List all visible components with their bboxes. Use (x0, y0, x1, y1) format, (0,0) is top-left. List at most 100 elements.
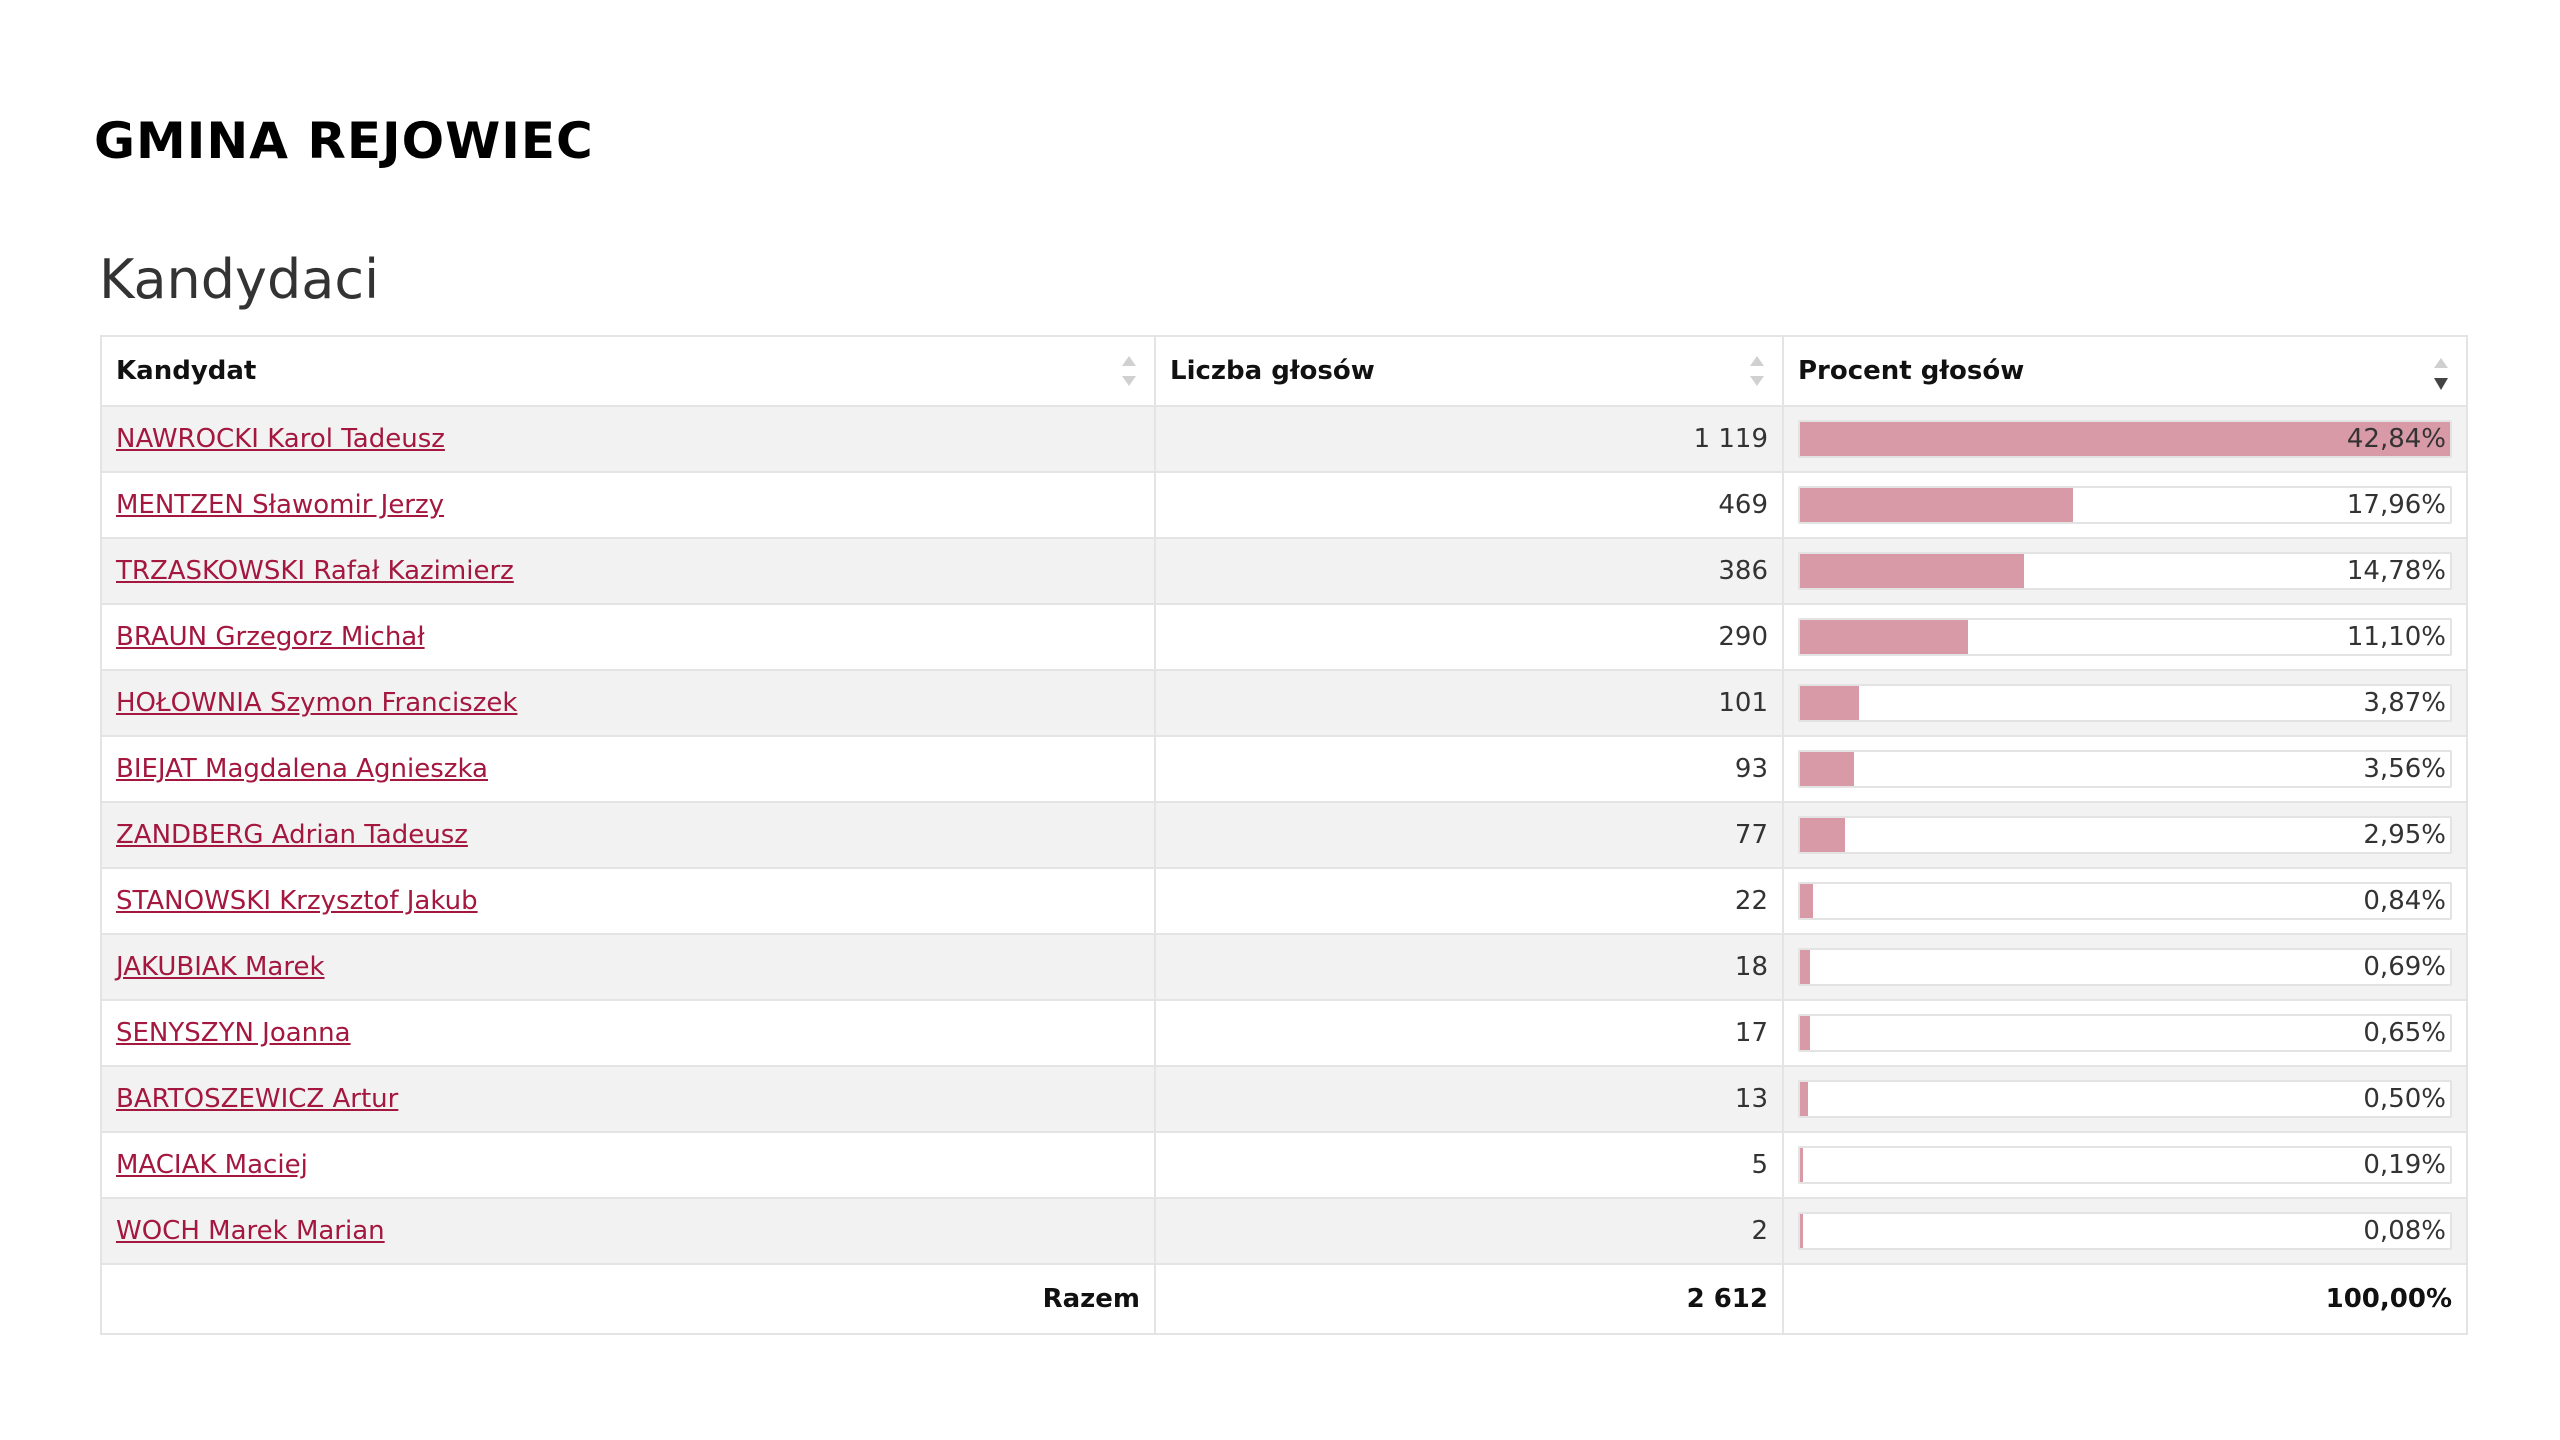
percent-bar-fill (1800, 1082, 1808, 1116)
percent-bar: 0,19% (1798, 1146, 2452, 1184)
percent-label: 3,87% (2363, 688, 2446, 718)
table-row: BIEJAT Magdalena Agnieszka 93 3,56% (100, 735, 2468, 803)
percent-bar: 2,95% (1798, 816, 2452, 854)
candidate-link[interactable]: JAKUBIAK Marek (116, 952, 325, 982)
percent-cell: 17,96% (1782, 471, 2468, 539)
votes-cell: 5 (1154, 1131, 1784, 1199)
percent-label: 0,08% (2363, 1216, 2446, 1246)
column-header-votes[interactable]: Liczba głosów (1154, 335, 1784, 407)
candidates-table: Kandydat Liczba głosów Procent głosów NA… (100, 335, 2468, 1335)
total-row: Razem 2 612 100,00% (100, 1263, 2468, 1335)
table-row: STANOWSKI Krzysztof Jakub 22 0,84% (100, 867, 2468, 935)
table-row: HOŁOWNIA Szymon Franciszek 101 3,87% (100, 669, 2468, 737)
percent-cell: 14,78% (1782, 537, 2468, 605)
percent-bar-fill (1800, 818, 1845, 852)
candidate-cell: TRZASKOWSKI Rafał Kazimierz (100, 537, 1156, 605)
percent-bar: 11,10% (1798, 618, 2452, 656)
percent-bar-fill (1800, 752, 1854, 786)
sort-icon (1122, 356, 1136, 386)
candidate-link[interactable]: STANOWSKI Krzysztof Jakub (116, 886, 478, 916)
votes-cell: 469 (1154, 471, 1784, 539)
percent-bar-fill (1800, 488, 2073, 522)
percent-cell: 0,50% (1782, 1065, 2468, 1133)
candidate-link[interactable]: MACIAK Maciej (116, 1150, 308, 1180)
candidate-link[interactable]: BIEJAT Magdalena Agnieszka (116, 754, 488, 784)
candidate-link[interactable]: NAWROCKI Karol Tadeusz (116, 424, 445, 454)
column-header-candidate[interactable]: Kandydat (100, 335, 1156, 407)
table-row: SENYSZYN Joanna 17 0,65% (100, 999, 2468, 1067)
percent-bar: 17,96% (1798, 486, 2452, 524)
candidate-cell: MENTZEN Sławomir Jerzy (100, 471, 1156, 539)
votes-cell: 13 (1154, 1065, 1784, 1133)
page-title: GMINA REJOWIEC (94, 112, 594, 170)
table-body: NAWROCKI Karol Tadeusz 1 119 42,84% MENTZEN… (100, 405, 2468, 1265)
votes-cell: 18 (1154, 933, 1784, 1001)
section-title: Kandydaci (99, 248, 380, 311)
percent-bar: 0,69% (1798, 948, 2452, 986)
votes-cell: 1 119 (1154, 405, 1784, 473)
votes-cell: 77 (1154, 801, 1784, 869)
column-header-votes-label: Liczba głosów (1170, 356, 1375, 386)
column-header-percent[interactable]: Procent głosów (1782, 335, 2468, 407)
percent-cell: 3,56% (1782, 735, 2468, 803)
candidate-cell: HOŁOWNIA Szymon Franciszek (100, 669, 1156, 737)
candidate-cell: JAKUBIAK Marek (100, 933, 1156, 1001)
votes-cell: 386 (1154, 537, 1784, 605)
percent-bar: 3,56% (1798, 750, 2452, 788)
candidate-link[interactable]: WOCH Marek Marian (116, 1216, 385, 1246)
candidate-link[interactable]: MENTZEN Sławomir Jerzy (116, 490, 445, 520)
total-percent: 100,00% (1782, 1263, 2468, 1335)
percent-bar: 42,84% (1798, 420, 2452, 458)
percent-label: 11,10% (2346, 622, 2446, 652)
sort-descending-icon (2434, 356, 2448, 390)
percent-bar: 14,78% (1798, 552, 2452, 590)
votes-cell: 290 (1154, 603, 1784, 671)
candidate-cell: SENYSZYN Joanna (100, 999, 1156, 1067)
table-header: Kandydat Liczba głosów Procent głosów (100, 335, 2468, 407)
candidate-link[interactable]: BRAUN Grzegorz Michał (116, 622, 425, 652)
percent-cell: 0,08% (1782, 1197, 2468, 1265)
candidate-link[interactable]: HOŁOWNIA Szymon Franciszek (116, 688, 518, 718)
votes-cell: 17 (1154, 999, 1784, 1067)
percent-bar: 0,08% (1798, 1212, 2452, 1250)
candidate-cell: MACIAK Maciej (100, 1131, 1156, 1199)
percent-bar-fill (1800, 620, 1969, 654)
percent-bar-fill (1800, 686, 1859, 720)
candidate-cell: NAWROCKI Karol Tadeusz (100, 405, 1156, 473)
percent-bar-fill (1800, 1016, 1810, 1050)
candidate-link[interactable]: BARTOSZEWICZ Artur (116, 1084, 399, 1114)
percent-cell: 0,19% (1782, 1131, 2468, 1199)
total-votes: 2 612 (1154, 1263, 1784, 1335)
table-row: WOCH Marek Marian 2 0,08% (100, 1197, 2468, 1265)
candidate-link[interactable]: SENYSZYN Joanna (116, 1018, 351, 1048)
candidate-cell: BIEJAT Magdalena Agnieszka (100, 735, 1156, 803)
candidate-link[interactable]: ZANDBERG Adrian Tadeusz (116, 820, 468, 850)
percent-bar-fill (1800, 950, 1811, 984)
votes-cell: 2 (1154, 1197, 1784, 1265)
column-header-percent-label: Procent głosów (1798, 356, 2025, 386)
sort-icon (1750, 356, 1764, 386)
table-row: MENTZEN Sławomir Jerzy 469 17,96% (100, 471, 2468, 539)
candidate-cell: WOCH Marek Marian (100, 1197, 1156, 1265)
table-row: MACIAK Maciej 5 0,19% (100, 1131, 2468, 1199)
candidate-link[interactable]: TRZASKOWSKI Rafał Kazimierz (116, 556, 514, 586)
table-row: BARTOSZEWICZ Artur 13 0,50% (100, 1065, 2468, 1133)
percent-label: 0,69% (2363, 952, 2446, 982)
table-row: JAKUBIAK Marek 18 0,69% (100, 933, 2468, 1001)
candidate-cell: BRAUN Grzegorz Michał (100, 603, 1156, 671)
percent-bar-fill (1800, 1148, 1803, 1182)
percent-label: 42,84% (2346, 424, 2446, 454)
header-row: Kandydat Liczba głosów Procent głosów (100, 335, 2468, 407)
table-row: ZANDBERG Adrian Tadeusz 77 2,95% (100, 801, 2468, 869)
percent-bar-fill (1800, 422, 2450, 456)
votes-cell: 93 (1154, 735, 1784, 803)
percent-cell: 42,84% (1782, 405, 2468, 473)
percent-bar-fill (1800, 1214, 1803, 1248)
table-row: BRAUN Grzegorz Michał 290 11,10% (100, 603, 2468, 671)
percent-cell: 3,87% (1782, 669, 2468, 737)
total-label: Razem (100, 1263, 1156, 1335)
percent-bar: 0,65% (1798, 1014, 2452, 1052)
percent-bar-fill (1800, 884, 1813, 918)
percent-bar: 0,50% (1798, 1080, 2452, 1118)
percent-cell: 0,69% (1782, 933, 2468, 1001)
